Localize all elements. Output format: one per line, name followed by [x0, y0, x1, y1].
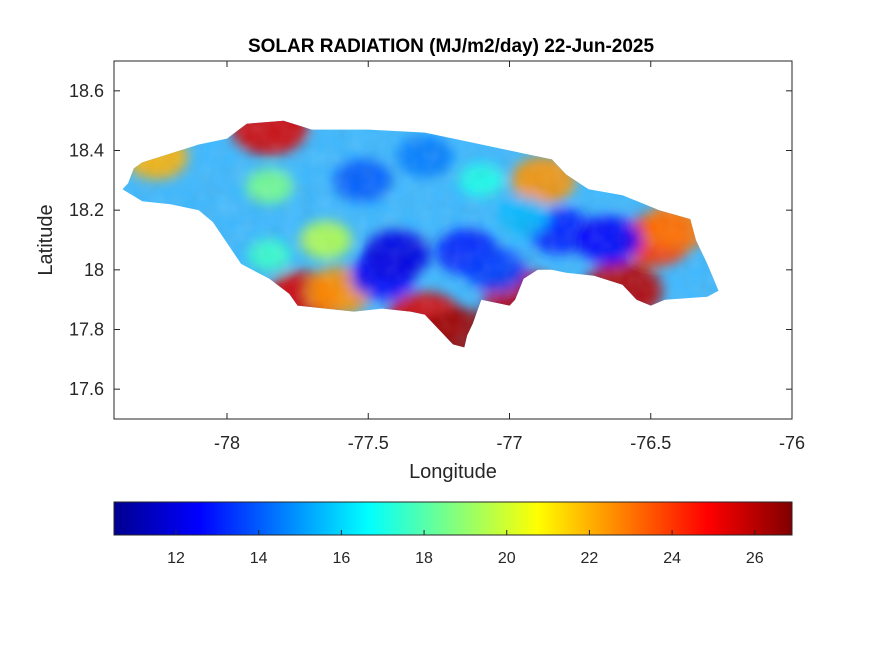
y-tick-label: 17.8 [69, 320, 104, 340]
colorbar-tick-label: 16 [332, 550, 350, 567]
x-axis-ticks: -78 -77.5 -77 -76.5 -76 [214, 61, 805, 453]
x-tick-label: -76.5 [630, 433, 671, 453]
y-tick-label: 18.2 [69, 200, 104, 220]
y-axis-ticks: 17.6 17.8 18 18.2 18.4 18.6 [69, 81, 792, 399]
colorbar-tick-label: 14 [250, 550, 268, 567]
x-axis-label: Longitude [409, 461, 497, 483]
y-tick-label: 18.4 [69, 141, 104, 161]
x-tick-label: -76 [779, 433, 805, 453]
colorbar-tick-label: 20 [498, 550, 516, 567]
colorbar-tick-label: 24 [663, 550, 681, 567]
y-axis-label: Latitude [35, 204, 57, 275]
colorbar-gradient [113, 501, 793, 536]
y-tick-label: 17.6 [69, 379, 104, 399]
colorbar-tick-label: 22 [581, 550, 599, 567]
axes-box [113, 60, 793, 420]
y-tick-label: 18 [84, 260, 104, 280]
x-tick-label: -77.5 [348, 433, 389, 453]
y-tick-label: 18.6 [69, 81, 104, 101]
colorbar: 12 14 16 18 20 22 24 26 [113, 501, 793, 567]
colorbar-tick-label: 12 [167, 550, 185, 567]
colorbar-tick-label: 26 [746, 550, 764, 567]
x-tick-label: -78 [214, 433, 240, 453]
plot-area: -78 -77.5 -77 -76.5 -76 17.6 17.8 18 18.2 18.4 18… [69, 60, 805, 453]
chart-title: SOLAR RADIATION (MJ/m2/day) 22-Jun-2025 [248, 36, 655, 57]
x-tick-label: -77 [496, 433, 522, 453]
colorbar-ticks: 12 14 16 18 20 22 24 26 [167, 530, 764, 567]
colorbar-tick-label: 18 [415, 550, 433, 567]
